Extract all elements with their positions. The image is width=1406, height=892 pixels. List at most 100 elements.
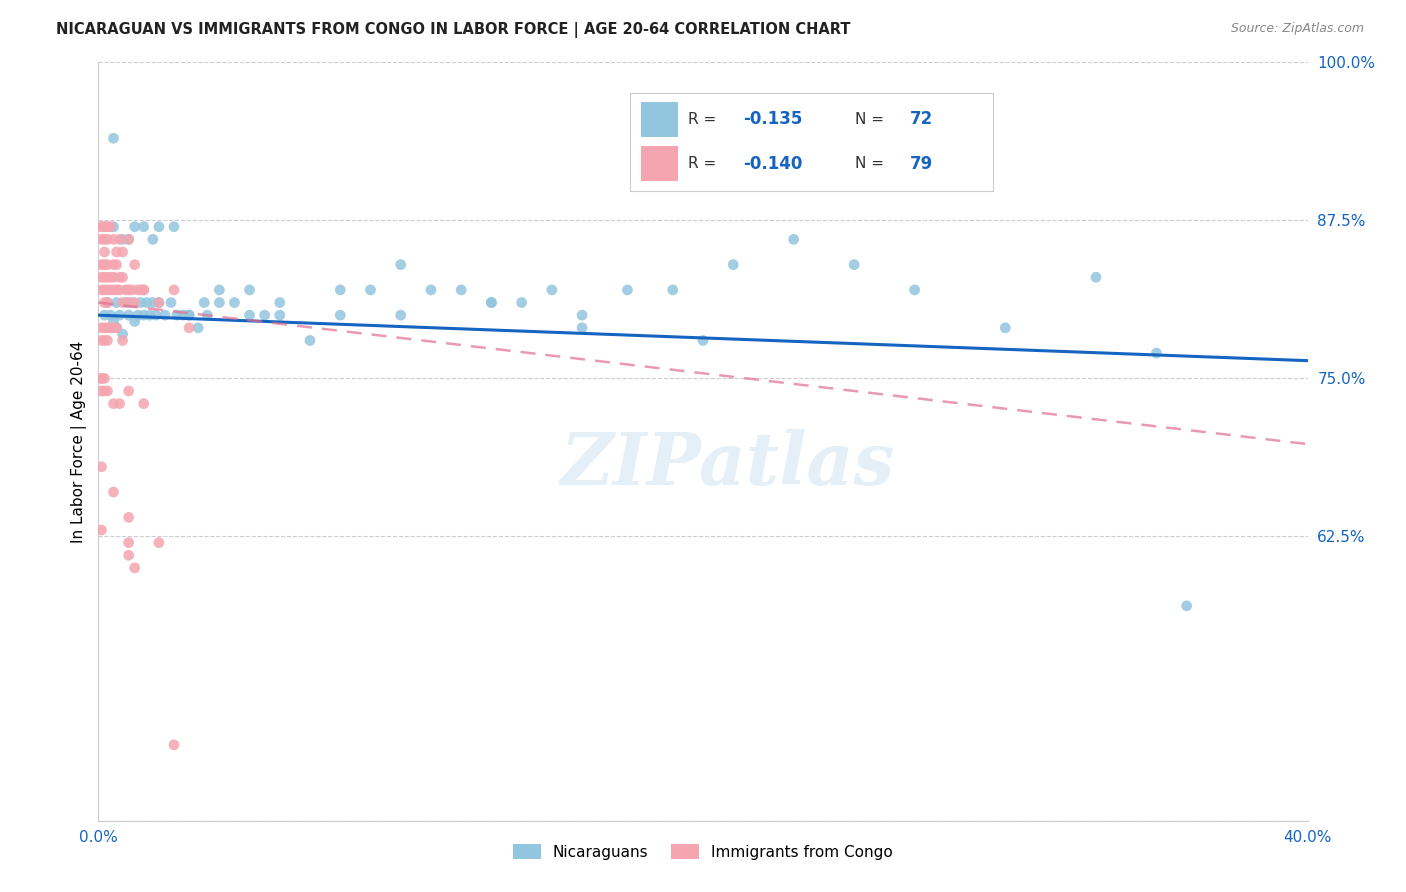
Point [90, 334, 112, 348]
Point [118, 283, 141, 297]
Point [148, 535, 170, 549]
Text: Source: ZipAtlas.com: Source: ZipAtlas.com [1230, 22, 1364, 36]
Point [108, 308, 131, 322]
Point [93, 219, 115, 234]
Point [481, 295, 503, 310]
Y-axis label: In Labor Force | Age 20-64: In Labor Force | Age 20-64 [72, 341, 87, 542]
Point [100, 283, 122, 297]
Point [121, 295, 143, 310]
Point [208, 283, 231, 297]
Point [329, 308, 352, 322]
Point [96, 295, 118, 310]
Point [100, 270, 122, 285]
Point [389, 308, 412, 322]
Point [148, 219, 170, 234]
Point [142, 295, 165, 310]
Point [163, 738, 186, 752]
Point [114, 283, 136, 297]
Point [103, 485, 125, 500]
Point [195, 308, 218, 322]
Point [96, 321, 118, 335]
Point [114, 295, 136, 310]
Point [239, 283, 262, 297]
Point [132, 283, 155, 297]
Point [103, 232, 125, 246]
Point [132, 219, 155, 234]
Point [93, 219, 115, 234]
Point [90, 371, 112, 385]
Point [93, 232, 115, 246]
Point [90, 523, 112, 537]
Point [103, 397, 125, 411]
Point [124, 561, 146, 575]
Point [90, 283, 112, 297]
Text: ZIPatlas: ZIPatlas [560, 429, 894, 500]
Point [105, 258, 128, 272]
Point [96, 295, 118, 310]
Point [93, 308, 115, 322]
Point [96, 283, 118, 297]
Point [103, 314, 125, 328]
Point [299, 334, 322, 348]
Point [187, 321, 209, 335]
Point [90, 459, 112, 474]
Point [111, 295, 134, 310]
Point [93, 270, 115, 285]
Point [105, 321, 128, 335]
Point [360, 283, 382, 297]
Point [93, 283, 115, 297]
Point [121, 283, 143, 297]
Point [723, 258, 745, 272]
Point [179, 308, 201, 322]
Point [783, 232, 806, 246]
Point [103, 131, 125, 145]
Point [129, 283, 152, 297]
Point [118, 232, 141, 246]
Point [224, 295, 246, 310]
Point [208, 295, 231, 310]
Point [420, 283, 443, 297]
Point [108, 283, 131, 297]
Point [118, 548, 141, 563]
Point [105, 244, 128, 259]
Point [135, 295, 157, 310]
Point [93, 258, 115, 272]
Point [118, 308, 141, 322]
Point [124, 258, 146, 272]
Point [132, 308, 155, 322]
Point [118, 295, 141, 310]
Point [93, 334, 115, 348]
Point [692, 334, 714, 348]
Point [118, 384, 141, 398]
Point [163, 219, 186, 234]
Point [105, 283, 128, 297]
Point [994, 321, 1017, 335]
Point [90, 219, 112, 234]
Point [96, 232, 118, 246]
Point [172, 308, 194, 322]
Point [118, 510, 141, 524]
Point [100, 321, 122, 335]
Point [96, 384, 118, 398]
Point [571, 308, 593, 322]
Point [166, 308, 188, 322]
Point [163, 283, 186, 297]
Point [193, 295, 215, 310]
Point [105, 295, 128, 310]
Point [139, 308, 162, 322]
Point [111, 232, 134, 246]
Point [93, 295, 115, 310]
Point [103, 270, 125, 285]
Legend: Nicaraguans, Immigrants from Congo: Nicaraguans, Immigrants from Congo [508, 838, 898, 866]
Point [153, 308, 176, 322]
Point [90, 371, 112, 385]
Point [253, 308, 276, 322]
Point [239, 308, 262, 322]
Point [904, 283, 927, 297]
Point [100, 308, 122, 322]
Point [96, 270, 118, 285]
Point [105, 321, 128, 335]
Point [844, 258, 866, 272]
Point [111, 327, 134, 342]
Point [90, 384, 112, 398]
